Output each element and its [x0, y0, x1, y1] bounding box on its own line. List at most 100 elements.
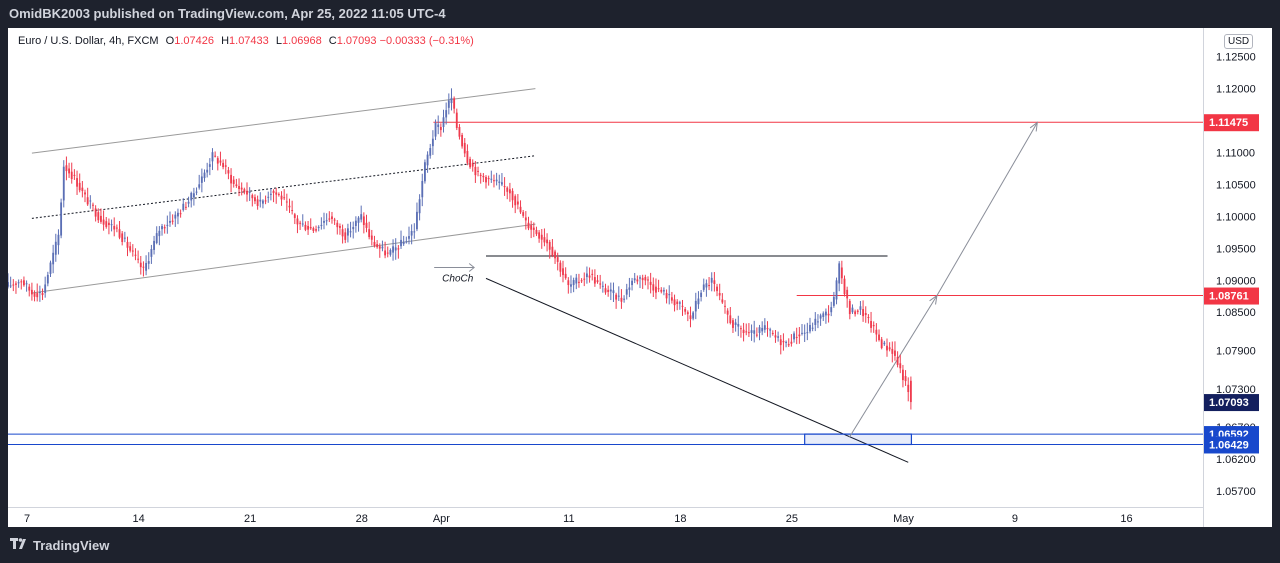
candle-body — [447, 100, 450, 108]
candle-body — [864, 313, 867, 316]
candle-body — [769, 329, 772, 331]
candle-body — [238, 186, 240, 190]
candle-body — [591, 273, 594, 275]
candle-body — [254, 197, 256, 202]
candle-body — [378, 246, 381, 249]
candle-body — [216, 158, 219, 164]
candle-body — [631, 280, 633, 286]
candle-body — [214, 155, 217, 157]
candle-body — [617, 295, 620, 297]
candle-body — [177, 212, 179, 217]
price-tick-label: 1.09000 — [1216, 275, 1256, 287]
candle-body — [524, 217, 527, 221]
price-tick-label: 1.12000 — [1216, 84, 1256, 96]
candle-body — [30, 289, 33, 295]
candle-body — [811, 327, 814, 329]
candle-body — [269, 193, 272, 195]
chart-panel[interactable]: 1.125001.120001.115001.110001.105001.100… — [8, 28, 1272, 527]
candle-body — [458, 126, 461, 137]
candle-body — [89, 200, 92, 202]
footer: TradingView — [0, 527, 1280, 563]
candle-body — [840, 267, 843, 279]
candle-body — [307, 225, 310, 230]
candle-body — [150, 249, 153, 257]
candle-body — [532, 227, 535, 230]
candle-body — [262, 200, 264, 204]
candle-body — [277, 194, 280, 196]
candle-body — [601, 285, 604, 287]
candle-body — [471, 162, 474, 167]
candle-body — [585, 273, 588, 278]
candle-body — [368, 229, 371, 238]
candle-body — [516, 201, 519, 205]
candle-body — [578, 281, 580, 283]
candle-body — [737, 323, 740, 327]
candle-body — [320, 224, 323, 226]
time-tick-label: 14 — [133, 513, 145, 525]
candle-body — [519, 206, 522, 213]
candle-body — [323, 220, 325, 223]
candle-body — [782, 340, 785, 343]
time-tick-label: 28 — [356, 513, 368, 525]
price-channel-line — [31, 155, 536, 219]
candle-body — [817, 321, 819, 323]
candle-body — [705, 283, 708, 288]
candle-body — [333, 219, 336, 221]
candle-body — [856, 310, 859, 312]
candle-body — [830, 307, 833, 313]
candle-body — [405, 241, 408, 243]
candle-body — [410, 230, 413, 236]
candle-body — [437, 124, 440, 127]
currency-button[interactable]: USD — [1224, 34, 1254, 49]
candle-body — [442, 117, 445, 127]
price-axis-label: 1.07093 — [1209, 397, 1249, 409]
candle-body — [171, 220, 174, 222]
candle-body — [386, 252, 389, 254]
candle-body — [251, 195, 254, 199]
candle-body — [62, 166, 65, 201]
candle-body — [235, 184, 238, 187]
candle-body — [23, 280, 25, 286]
footer-brand[interactable]: TradingView — [33, 538, 110, 553]
candle-body — [360, 214, 363, 220]
candle-body — [633, 278, 636, 281]
candle-body — [246, 190, 248, 195]
candle-body — [824, 311, 827, 316]
candle-body — [846, 289, 849, 299]
candle-body — [676, 301, 679, 304]
candle-body — [798, 334, 801, 337]
time-tick-label: 25 — [786, 513, 798, 525]
open-label: O — [165, 35, 175, 47]
candle-body — [665, 293, 668, 299]
low-value: 1.06968 — [281, 35, 322, 47]
candle-body — [416, 211, 418, 230]
candle-body — [304, 224, 307, 230]
candle-body — [612, 290, 615, 294]
candle-body — [562, 268, 564, 276]
candle-body — [498, 181, 501, 183]
candle-body — [115, 227, 118, 229]
candle-body — [708, 285, 710, 287]
candle-body — [413, 231, 416, 233]
candle-body — [655, 286, 657, 293]
candle-body — [809, 324, 811, 332]
candle-body — [785, 341, 788, 343]
candle-body — [227, 170, 230, 174]
candle-body — [851, 307, 854, 313]
change-value: −0.00333 (−0.31%) — [379, 35, 474, 47]
candle-body — [482, 175, 485, 178]
price-chart[interactable]: 1.125001.120001.115001.110001.105001.100… — [8, 28, 1272, 527]
time-tick-label: 9 — [1012, 513, 1018, 525]
candle-body — [121, 233, 124, 243]
candle-body — [60, 202, 63, 236]
candle-body — [716, 286, 718, 292]
candle-body — [373, 241, 376, 246]
price-tick-label: 1.10000 — [1216, 211, 1256, 223]
candle-body — [461, 134, 464, 147]
candle-body — [68, 168, 71, 174]
candle-body — [182, 203, 185, 211]
candle-body — [328, 218, 331, 220]
candle-body — [503, 186, 506, 188]
candle-body — [615, 294, 618, 300]
candle-body — [596, 280, 599, 283]
